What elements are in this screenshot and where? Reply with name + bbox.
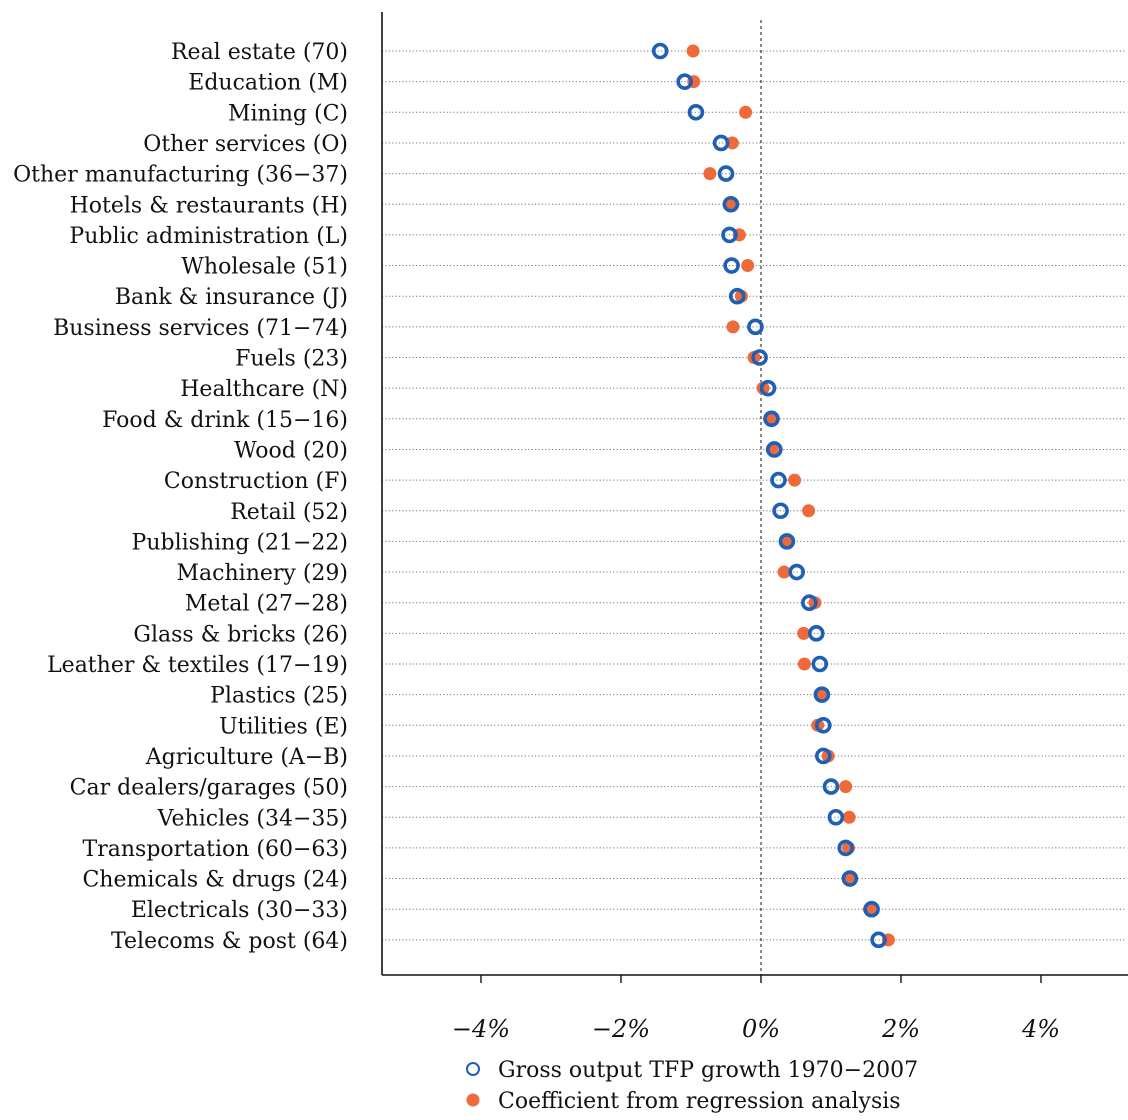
legend: Gross output TFP growth 1970−2007 Coeffic… xyxy=(466,1058,918,1114)
regression-point xyxy=(724,197,738,211)
tfp-point xyxy=(814,716,832,734)
tfp-point xyxy=(800,594,818,612)
tfp-point xyxy=(712,134,730,152)
x-tick-label: 0% xyxy=(742,1015,780,1043)
x-axis-ticks: −4% −2% 0% 2% 4% xyxy=(452,975,1060,1043)
category-label: Other services (O) xyxy=(143,132,348,157)
tfp-point xyxy=(770,471,787,489)
category-label: Wholesale (51) xyxy=(181,255,348,280)
tfp-point xyxy=(747,318,764,336)
category-label: Fuels (23) xyxy=(235,347,348,372)
regression-point xyxy=(839,780,853,794)
tfp-point xyxy=(778,533,796,550)
category-label: Construction (F) xyxy=(164,469,348,494)
category-label: Plastics (25) xyxy=(210,684,348,709)
tfp-point xyxy=(870,931,887,949)
regression-point xyxy=(703,167,717,181)
category-labels: Real estate (70) Education (M) Mining (C) O… xyxy=(13,40,348,954)
legend-regression-label: Coefficient from regression analysis xyxy=(498,1089,901,1114)
legend-regression-marker xyxy=(466,1093,480,1107)
tfp-point xyxy=(837,839,855,857)
tfp-point xyxy=(841,870,859,887)
regression-point xyxy=(686,44,700,58)
tfp-point xyxy=(765,441,783,458)
category-label: Metal (27−28) xyxy=(185,592,348,617)
tfp-point xyxy=(759,379,777,397)
category-label: Healthcare (N) xyxy=(180,377,348,402)
category-label: Retail (52) xyxy=(230,500,348,525)
legend-tfp-marker xyxy=(466,1062,480,1076)
category-label: Leather & textiles (17−19) xyxy=(47,653,348,678)
category-label: Real estate (70) xyxy=(171,40,348,65)
regression-point xyxy=(797,657,811,671)
regression-point xyxy=(780,534,794,548)
data-points xyxy=(651,42,895,949)
tfp-point xyxy=(751,349,768,366)
category-label: Education (M) xyxy=(188,71,348,96)
tfp-point xyxy=(717,165,735,182)
tfp-point xyxy=(813,686,831,703)
regression-point xyxy=(726,320,740,334)
tfp-point xyxy=(811,655,829,673)
category-label: Bank & insurance (J) xyxy=(115,285,348,310)
x-tick-label: 4% xyxy=(1021,1015,1060,1043)
tfp-point xyxy=(728,287,746,305)
tfp-point xyxy=(676,73,694,90)
legend-tfp-label: Gross output TFP growth 1970−2007 xyxy=(498,1058,918,1083)
category-label: Car dealers/garages (50) xyxy=(70,776,348,801)
regression-point xyxy=(725,136,739,150)
regression-point xyxy=(797,626,811,640)
category-label: Food & drink (15−16) xyxy=(102,408,348,433)
x-tick-label: −4% xyxy=(452,1015,510,1043)
category-label: Other manufacturing (36−37) xyxy=(13,163,348,188)
gridlines xyxy=(382,50,1126,941)
x-tick-label: 2% xyxy=(881,1015,920,1043)
tfp-point xyxy=(722,195,740,213)
category-label: Publishing (21−22) xyxy=(132,530,348,555)
category-label: Electricals (30−33) xyxy=(131,898,348,923)
category-label: Hotels & restaurants (H) xyxy=(70,193,348,218)
tfp-point xyxy=(651,42,669,60)
category-label: Utilities (E) xyxy=(219,714,348,739)
category-label: Telecoms & post (64) xyxy=(111,929,348,954)
category-label: Machinery (29) xyxy=(177,561,348,586)
category-label: Agriculture (A−B) xyxy=(145,745,348,770)
regression-point xyxy=(741,259,755,273)
category-label: Business services (71−74) xyxy=(53,316,348,341)
tfp-point xyxy=(822,778,840,795)
regression-point xyxy=(842,810,856,824)
tfp-point xyxy=(788,563,806,581)
tfp-point xyxy=(827,808,845,826)
regression-point xyxy=(815,688,829,702)
regression-point xyxy=(802,504,816,518)
category-label: Glass & bricks (26) xyxy=(133,622,348,647)
category-label: Public administration (L) xyxy=(69,224,348,249)
tfp-point xyxy=(763,410,780,428)
tfp-point xyxy=(721,226,738,244)
tfp-point xyxy=(814,747,832,765)
regression-point xyxy=(739,105,753,119)
category-label: Transportation (60−63) xyxy=(83,837,348,862)
category-label: Vehicles (34−35) xyxy=(157,806,348,831)
category-label: Mining (C) xyxy=(228,101,348,126)
tfp-point xyxy=(772,502,789,520)
axes xyxy=(381,12,1128,976)
tfp-point xyxy=(863,900,880,918)
tfp-point xyxy=(687,104,705,121)
category-label: Chemicals & drugs (24) xyxy=(82,868,348,893)
tfp-point xyxy=(807,625,825,642)
category-label: Wood (20) xyxy=(234,438,348,463)
x-tick-label: −2% xyxy=(592,1015,650,1043)
regression-point xyxy=(777,565,791,579)
regression-point xyxy=(788,473,802,487)
tfp-point xyxy=(723,257,740,274)
